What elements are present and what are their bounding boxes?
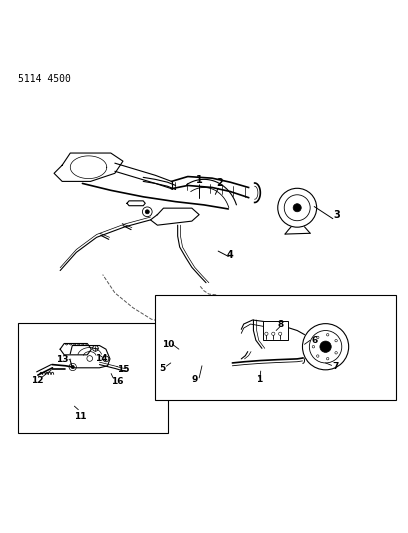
Bar — [18, 323, 168, 433]
Text: 12: 12 — [31, 376, 43, 385]
Text: 9: 9 — [192, 375, 198, 384]
Text: 15: 15 — [117, 365, 129, 374]
Text: 14: 14 — [95, 354, 108, 364]
Text: 7: 7 — [333, 362, 339, 372]
Text: 10: 10 — [162, 340, 175, 349]
Text: 16: 16 — [111, 377, 123, 386]
Text: 3: 3 — [334, 210, 340, 220]
Text: 11: 11 — [74, 412, 86, 421]
Text: 13: 13 — [56, 355, 69, 364]
Text: 1: 1 — [196, 175, 202, 185]
Bar — [155, 295, 397, 400]
Text: 5: 5 — [159, 364, 165, 373]
Text: 8: 8 — [277, 320, 283, 328]
Text: 6: 6 — [311, 336, 317, 345]
Bar — [263, 321, 288, 340]
Text: 4: 4 — [227, 251, 234, 261]
Circle shape — [145, 210, 149, 214]
Circle shape — [320, 341, 331, 352]
Circle shape — [71, 366, 74, 369]
Text: 5114 4500: 5114 4500 — [18, 74, 71, 84]
Text: 2: 2 — [216, 178, 223, 188]
Text: 1: 1 — [255, 375, 262, 384]
Circle shape — [293, 204, 301, 212]
